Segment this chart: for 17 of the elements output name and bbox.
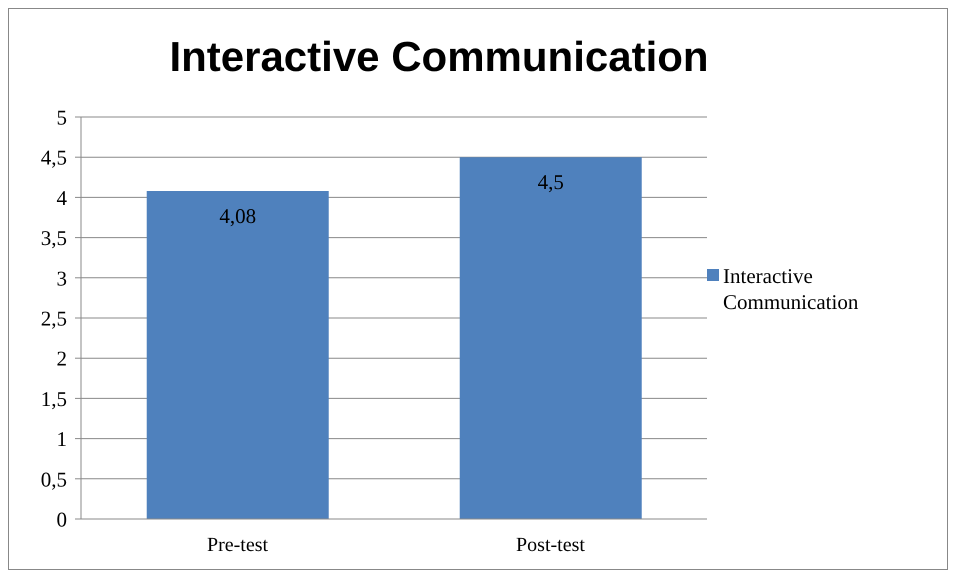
y-tick-label: 2 bbox=[56, 346, 67, 371]
y-tick-label: 2,5 bbox=[40, 306, 67, 330]
y-tick-label: 0,5 bbox=[40, 467, 67, 492]
legend-label: Interactive Communication bbox=[723, 263, 860, 315]
y-tick-label: 1,5 bbox=[40, 386, 67, 411]
y-tick-label: 5 bbox=[56, 105, 67, 130]
x-tick-label: Post-test bbox=[516, 534, 586, 556]
y-tick-label: 3,5 bbox=[40, 226, 67, 250]
x-tick-label: Pre-test bbox=[206, 534, 268, 556]
y-tick-label: 4,5 bbox=[40, 146, 67, 170]
y-tick-label: 0 bbox=[56, 507, 67, 532]
chart-title: Interactive Communication bbox=[168, 33, 710, 81]
y-tick-label: 1 bbox=[56, 427, 67, 452]
y-tick-label: 3 bbox=[56, 266, 67, 290]
y-tick-label: 4 bbox=[56, 186, 68, 210]
data-label: 4,08 bbox=[219, 204, 256, 228]
data-label: 4,5 bbox=[538, 170, 564, 194]
